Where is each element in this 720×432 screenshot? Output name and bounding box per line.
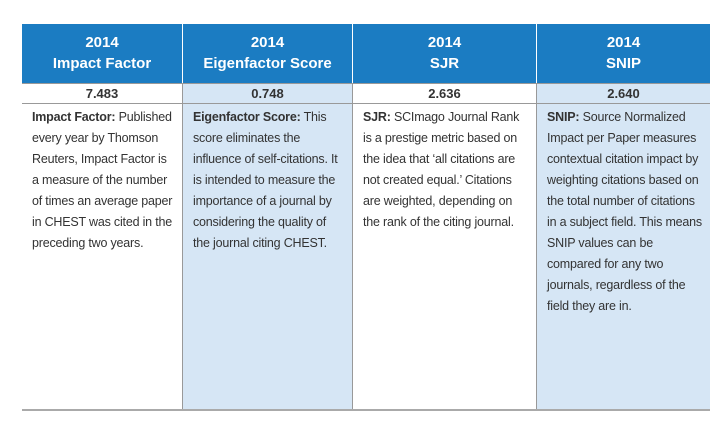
description-label: Impact Factor: bbox=[32, 110, 116, 124]
header-name: Impact Factor bbox=[52, 55, 152, 72]
metric-description: Eigenfactor Score: This score eliminates… bbox=[182, 104, 352, 409]
metric-description: SNIP: Source Normalized Impact per Paper… bbox=[536, 104, 710, 409]
column-header: 2014 Impact Factor bbox=[22, 24, 182, 83]
header-year: 2014 bbox=[606, 34, 641, 51]
header-name: SJR bbox=[429, 55, 460, 72]
metric-value: 0.748 bbox=[182, 83, 352, 104]
column-header: 2014 Eigenfactor Score bbox=[182, 24, 352, 83]
description-label: Eigenfactor Score: bbox=[193, 110, 301, 124]
header-name: Eigenfactor Score bbox=[203, 55, 332, 72]
metric-value: 7.483 bbox=[22, 83, 182, 104]
metric-description: SJR: SCImago Journal Rank is a prestige … bbox=[352, 104, 536, 409]
header-year: 2014 bbox=[250, 34, 285, 51]
header-year: 2014 bbox=[427, 34, 462, 51]
column-header: 2014 SNIP bbox=[536, 24, 710, 83]
column-header: 2014 SJR bbox=[352, 24, 536, 83]
description-text: Published every year by Thomson Reuters,… bbox=[32, 110, 173, 250]
metric-description: Impact Factor: Published every year by T… bbox=[22, 104, 182, 409]
description-text: SCImago Journal Rank is a prestige metri… bbox=[363, 110, 520, 229]
metric-value: 2.640 bbox=[536, 83, 710, 104]
description-text: Source Normalized Impact per Paper measu… bbox=[547, 110, 702, 313]
metrics-table: 2014 Impact Factor 7.483 Impact Factor: Pub… bbox=[22, 24, 710, 411]
header-name: SNIP bbox=[605, 55, 641, 72]
description-label: SJR: bbox=[363, 110, 391, 124]
metric-value: 2.636 bbox=[352, 83, 536, 104]
header-year: 2014 bbox=[85, 34, 119, 51]
description-label: SNIP: bbox=[547, 110, 580, 124]
description-text: This score eliminates the influence of s… bbox=[193, 110, 338, 250]
